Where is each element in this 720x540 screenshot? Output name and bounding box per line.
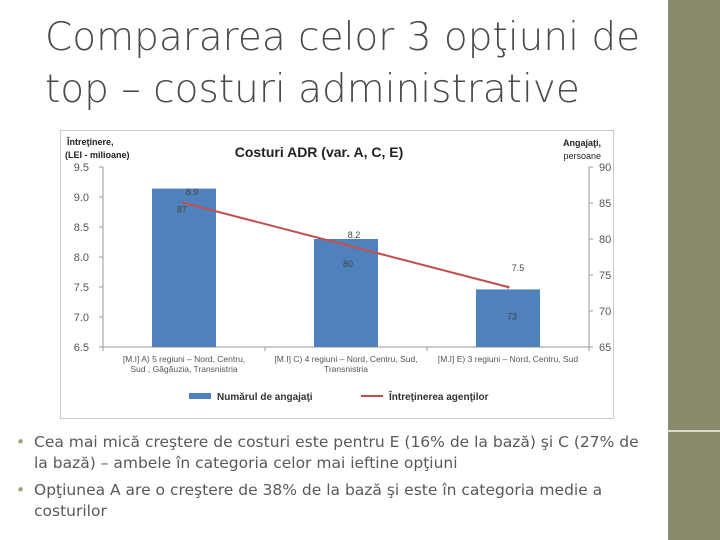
left-tick-label: 8.5	[74, 222, 89, 234]
bullet-list: • Cea mai mică creştere de costuri este p…	[14, 432, 644, 528]
title-line-2: top – costuri administrative	[45, 67, 580, 112]
left-tick-label: 9.0	[74, 192, 89, 204]
bullet-text-1: Cea mai mică creştere de costuri este pe…	[34, 433, 639, 472]
bar-employees	[314, 239, 378, 347]
line-point	[344, 243, 348, 247]
right-tick-label: 75	[599, 270, 611, 282]
right-tick-label: 70	[599, 306, 611, 318]
cost-chart: Costuri ADR (var. A, C, E) Întreţinere, …	[65, 136, 611, 403]
x-category-label: [M.I] C) 4 regiuni – Nord, Centru, Sud,	[274, 354, 417, 364]
bar-employees	[152, 188, 216, 347]
line-data-label: 8.2	[348, 230, 361, 240]
bullet-item: • Cea mai mică creştere de costuri este p…	[14, 432, 644, 474]
x-category-label: Transnistria	[324, 364, 368, 374]
right-tick-label: 65	[599, 342, 611, 354]
left-tick-label: 9.5	[74, 162, 89, 174]
right-tick-label: 85	[599, 198, 611, 210]
legend-swatch-bar	[189, 393, 211, 399]
left-axis-label-line-2: (LEI - milioane)	[65, 150, 130, 160]
line-data-label: 7.5	[512, 263, 525, 273]
chart-title: Costuri ADR (var. A, C, E)	[235, 144, 404, 160]
sidebar-divider	[668, 430, 720, 432]
slide-title: Compararea celor 3 opţiuni de top – cost…	[45, 12, 655, 116]
title-line-1: Compararea celor 3 opţiuni de	[45, 15, 641, 60]
x-category-label: Sud , Găgăuzia, Transnistria	[130, 364, 238, 374]
bar-employees	[476, 289, 540, 347]
chart-container: Costuri ADR (var. A, C, E) Întreţinere, …	[60, 130, 614, 419]
right-axis-label-line-2: persoane	[563, 151, 601, 161]
bullet-item: • Opţiunea A are o creştere de 38% de la …	[14, 480, 644, 522]
line-point	[506, 285, 510, 289]
bullet-marker: •	[16, 433, 26, 451]
left-tick-label: 7.5	[74, 282, 89, 294]
legend-label-bar: Numărul de angajaţi	[217, 392, 313, 403]
bar-data-label: 87	[177, 205, 187, 215]
line-data-label: 8.9	[186, 187, 199, 197]
line-point	[182, 201, 186, 205]
right-tick-label: 80	[599, 234, 611, 246]
left-tick-label: 8.0	[74, 252, 89, 264]
left-axis-label-line-1: Întreţinere,	[66, 136, 114, 147]
bar-data-label: 73	[507, 311, 517, 321]
legend-label-line: Întreţinerea agenţilor	[388, 390, 489, 403]
right-tick-label: 90	[599, 162, 611, 174]
right-axis-label-line-1: Angajaţi,	[563, 138, 601, 148]
decorative-sidebar	[668, 0, 720, 540]
bar-data-label: 80	[343, 259, 353, 269]
bullet-marker: •	[16, 481, 26, 499]
left-tick-label: 7.0	[74, 312, 89, 324]
x-category-label: [M.I] E) 3 regiuni – Nord, Centru, Sud	[438, 354, 579, 364]
bullet-text-2: Opţiunea A are o creştere de 38% de la b…	[34, 481, 603, 520]
x-category-label: [M.I] A) 5 regiuni – Nord, Centru,	[123, 354, 245, 364]
left-tick-label: 6.5	[74, 342, 89, 354]
